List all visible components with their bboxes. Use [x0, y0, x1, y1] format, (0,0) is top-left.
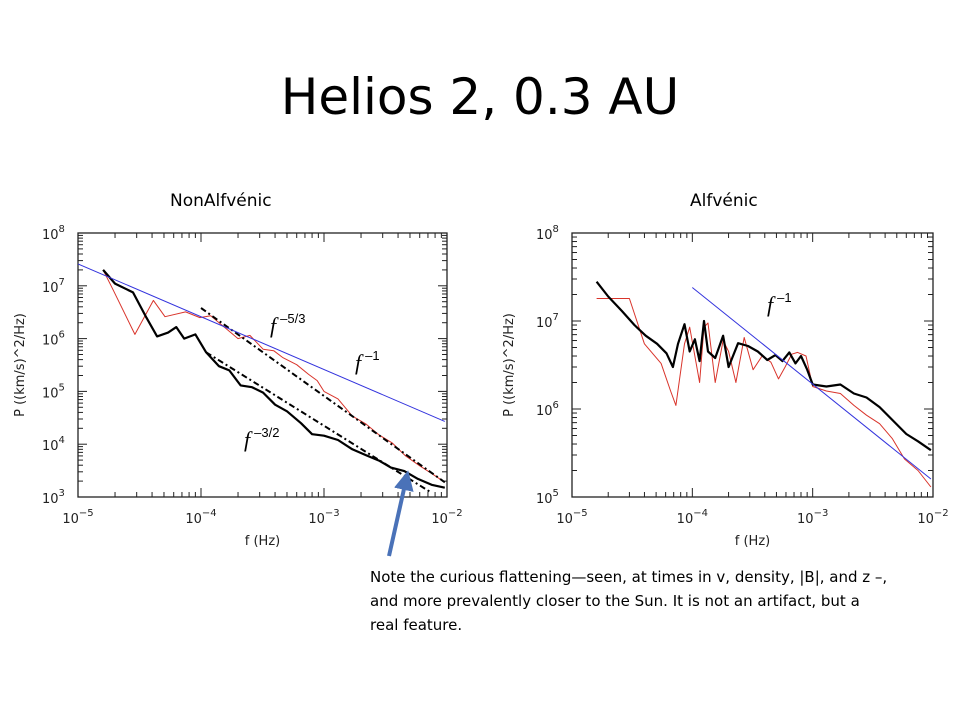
y-tick-label: 108 [536, 224, 559, 243]
y-axis-label: P ((km/s)^2/Hz) [502, 313, 517, 417]
y-tick-label: 104 [42, 435, 65, 454]
series-line-4 [78, 263, 445, 422]
x-tick-label: 10−5 [62, 508, 93, 527]
y-axis-label: P ((km/s)^2/Hz) [13, 313, 28, 417]
plot-frame [77, 232, 448, 498]
series-line-1 [595, 281, 932, 452]
x-tick-label: 10−3 [797, 508, 828, 527]
y-tick-label: 103 [42, 488, 65, 507]
left-panel-title: NonAlfvénic [170, 191, 272, 211]
x-tick-label: 10−4 [185, 508, 216, 527]
x-tick-label: 10−4 [677, 508, 708, 527]
right-panel-title: Alfvénic [690, 191, 758, 211]
flattening-note: Note the curious flattening—seen, at tim… [370, 568, 888, 634]
slide-title: Helios 2, 0.3 AU [280, 68, 680, 126]
series-line-1 [102, 269, 446, 489]
series-line-2 [200, 307, 446, 484]
x-tick-label: 10−3 [308, 508, 339, 527]
y-tick-label: 107 [536, 312, 559, 331]
x-tick-label: 10−2 [917, 508, 948, 527]
x-axis-label: f (Hz) [735, 534, 770, 549]
plot-frame [571, 232, 934, 498]
series-line-3 [205, 351, 433, 494]
y-tick-label: 106 [42, 330, 65, 349]
y-tick-label: 108 [42, 224, 65, 243]
y-tick-label: 105 [42, 382, 65, 401]
y-tick-label: 106 [536, 400, 559, 419]
x-tick-label: 10−2 [431, 508, 462, 527]
power-law-annotation: f –1 [767, 290, 792, 317]
series-line-2 [691, 287, 932, 480]
x-axis-label: f (Hz) [245, 534, 280, 549]
x-tick-label: 10−5 [556, 508, 587, 527]
y-tick-label: 107 [42, 277, 65, 296]
power-law-annotation: f –1 [355, 348, 380, 375]
power-law-annotation: f –3/2 [244, 425, 279, 452]
alfvenic-chart: 10−5 10−4 10−3 10−2 105 106 107 108 f (Hz) P ((km… [502, 224, 949, 549]
series-line-0 [102, 269, 446, 483]
flattening-arrow [387, 470, 414, 557]
nonalfvenic-chart: 10−5 10−4 10−3 10−2 103 104 105 106 107 108 f (Hz)… [13, 224, 463, 549]
series-line-0 [596, 298, 932, 488]
y-tick-label: 105 [536, 488, 559, 507]
power-law-annotation: f –5/3 [270, 311, 305, 338]
